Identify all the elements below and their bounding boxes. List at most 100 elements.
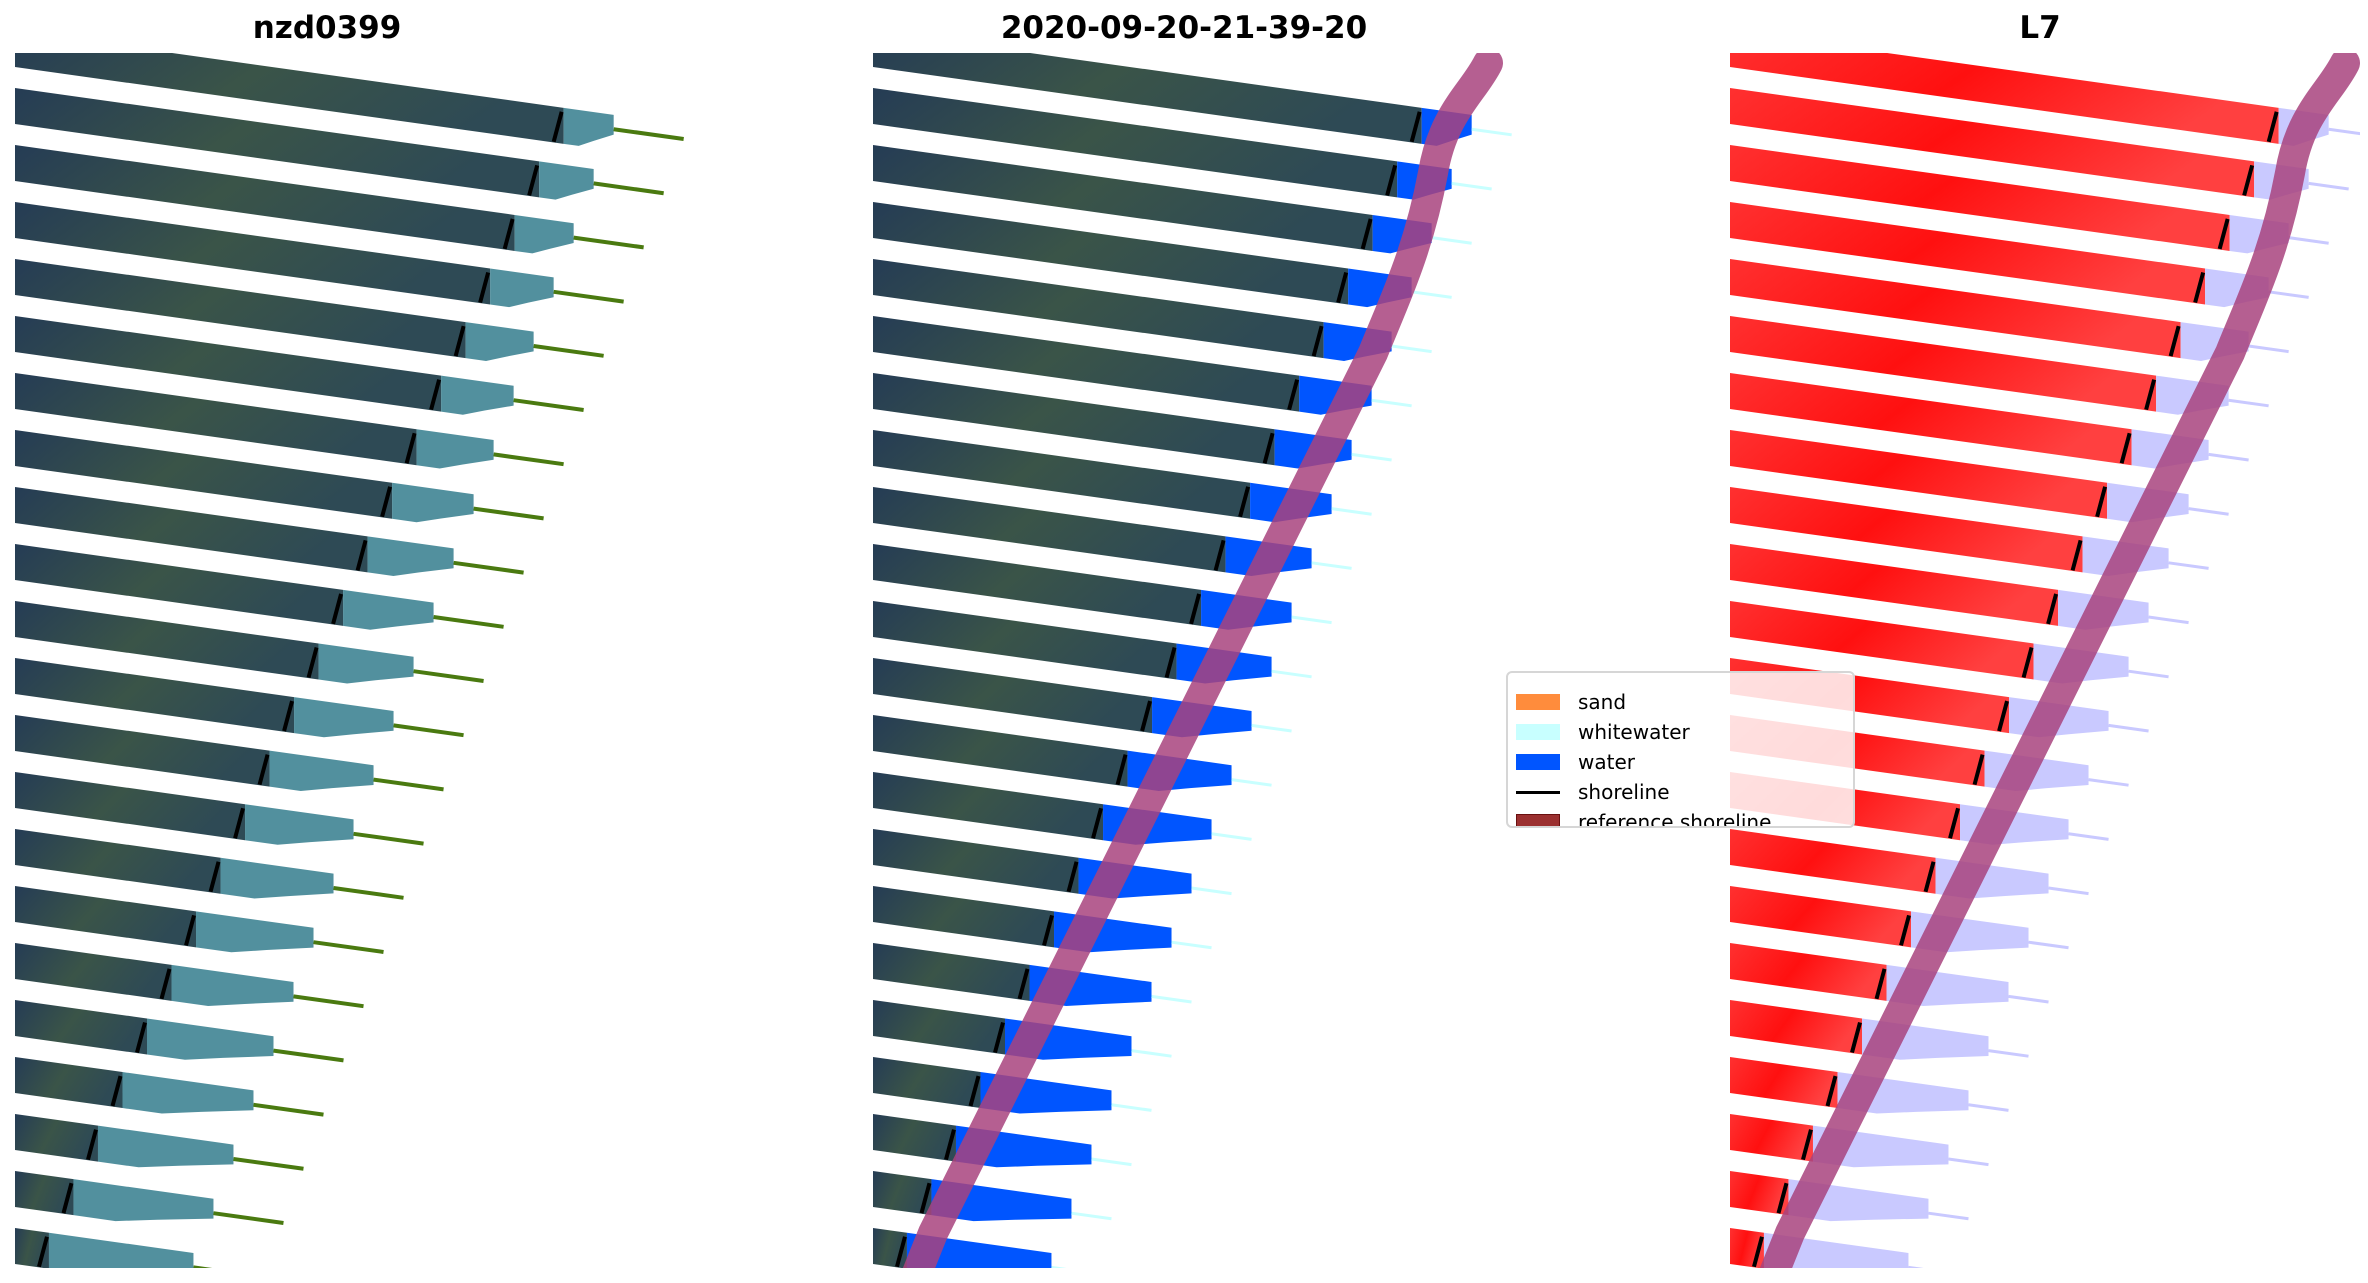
transect-line xyxy=(233,1157,304,1171)
land-stripe xyxy=(15,658,295,734)
whitewater-fringe xyxy=(1071,1211,1112,1221)
shoreline-segment xyxy=(184,914,196,946)
whitewater-fringe xyxy=(2088,778,2129,787)
water-stripe xyxy=(196,911,314,953)
land-stripe xyxy=(873,886,1055,948)
whitewater-fringe xyxy=(1291,615,1332,625)
water-stripe xyxy=(294,697,394,738)
land-stripe xyxy=(1730,259,2181,359)
water-stripe xyxy=(367,536,454,576)
land-stripe xyxy=(15,1000,147,1055)
shoreline-segment xyxy=(551,111,564,143)
land-stripe xyxy=(15,886,197,948)
whitewater-fringe xyxy=(2208,452,2249,462)
panel-title-image: nzd0399 xyxy=(252,10,402,46)
land-stripe xyxy=(15,772,246,841)
shoreline-segment xyxy=(944,1129,956,1161)
shoreline-segment xyxy=(1017,968,1030,1000)
whitewater-fringe xyxy=(1411,290,1452,299)
panel-title-date: 2020-09-20-21-39-20 xyxy=(1000,10,1368,46)
land-stripe xyxy=(1730,601,2034,680)
shoreline-segment xyxy=(355,539,368,571)
land-stripe xyxy=(1730,145,2230,251)
shoreline-segment xyxy=(453,325,466,357)
shoreline-segment xyxy=(208,861,221,893)
legend-item-whitewater: whitewater xyxy=(1508,717,1690,747)
whitewater-fringe xyxy=(1131,1049,1172,1058)
shoreline-segment xyxy=(282,700,294,732)
shoreline-segment xyxy=(527,164,540,196)
land-stripe xyxy=(1730,1000,1862,1055)
land-stripe xyxy=(1730,88,2255,198)
shoreline-segment xyxy=(306,646,319,679)
shoreline-segment xyxy=(1066,861,1079,893)
shoreline-segment xyxy=(404,432,417,464)
whitewater-fringe xyxy=(1948,1157,1989,1167)
land-stripe xyxy=(15,601,319,680)
land-stripe xyxy=(873,53,1422,144)
whitewater-fringe xyxy=(1271,669,1312,679)
transect-line xyxy=(333,886,404,900)
whitewater-swatch xyxy=(1516,724,1560,740)
whitewater-fringe xyxy=(1928,1211,1969,1221)
land-stripe xyxy=(15,1114,98,1162)
transect-line xyxy=(373,777,444,792)
shoreline-segment xyxy=(478,272,491,304)
whitewater-fringe xyxy=(2228,398,2269,408)
land-stripe xyxy=(873,145,1373,251)
shoreline-segment xyxy=(1776,1182,1789,1214)
whitewater-fringe xyxy=(2008,994,2049,1004)
land-stripe xyxy=(1730,1057,1838,1109)
whitewater-fringe xyxy=(1371,398,1412,408)
land-stripe xyxy=(1730,544,2059,626)
land-stripe xyxy=(873,202,1349,305)
transect-line xyxy=(393,723,464,738)
whitewater-fringe xyxy=(2128,669,2169,679)
whitewater-fringe xyxy=(1051,1265,1067,1268)
whitewater-fringe xyxy=(2268,290,2309,299)
shoreline-segment xyxy=(61,1182,74,1214)
shoreline-segment xyxy=(429,379,442,411)
legend-item-reference-shoreline: reference shoreline xyxy=(1508,807,1771,826)
shoreline-segment xyxy=(2217,218,2230,250)
shoreline-segment xyxy=(1311,325,1324,357)
water-stripe xyxy=(563,107,614,146)
shoreline-segment xyxy=(2168,325,2181,357)
whitewater-fringe xyxy=(1351,452,1392,462)
whitewater-fringe xyxy=(2068,832,2109,841)
transect-line xyxy=(513,398,584,412)
whitewater-fringe xyxy=(2048,886,2089,896)
shoreline-segment xyxy=(2193,272,2206,304)
land-stripe xyxy=(873,373,1275,466)
shoreline-segment xyxy=(1360,218,1373,250)
water-stripe xyxy=(539,161,594,200)
shoreline-segment xyxy=(37,1236,49,1268)
transect-line xyxy=(613,127,684,141)
land-stripe xyxy=(873,1057,981,1109)
land-stripe xyxy=(1730,943,1887,1001)
whitewater-fringe xyxy=(1968,1103,2009,1112)
whitewater-fringe xyxy=(1331,507,1372,516)
shoreline-segment xyxy=(1899,914,1911,946)
land-stripe xyxy=(1730,487,2083,573)
land-stripe xyxy=(15,430,393,519)
water-stripe xyxy=(48,1232,194,1268)
reference-shoreline-band xyxy=(902,53,1503,1268)
land-stripe xyxy=(1730,829,1936,894)
shoreline-segment xyxy=(1874,968,1887,1000)
water-stripe xyxy=(318,643,414,684)
whitewater-fringe xyxy=(1211,832,1252,841)
transect-line xyxy=(253,1102,324,1117)
whitewater-fringe xyxy=(1988,1049,2029,1058)
whitewater-fringe xyxy=(1311,561,1352,570)
whitewater-fringe xyxy=(1091,1157,1132,1167)
water-stripe xyxy=(245,804,354,845)
shoreline-segment xyxy=(110,1075,123,1107)
land-stripe xyxy=(15,316,442,412)
shoreline-segment xyxy=(968,1075,981,1107)
water-stripe xyxy=(416,429,494,469)
legend-item-sand: sand xyxy=(1508,687,1626,717)
land-stripe xyxy=(1730,373,2132,466)
water-stripe xyxy=(97,1125,234,1168)
land-stripe xyxy=(15,715,270,787)
